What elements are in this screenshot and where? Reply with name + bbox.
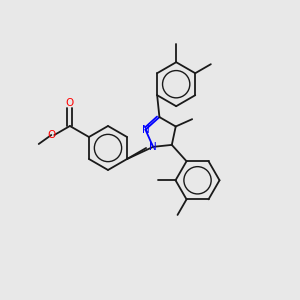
- Text: N: N: [149, 142, 157, 152]
- Text: O: O: [47, 130, 56, 140]
- Text: N: N: [142, 125, 149, 135]
- Text: O: O: [66, 98, 74, 108]
